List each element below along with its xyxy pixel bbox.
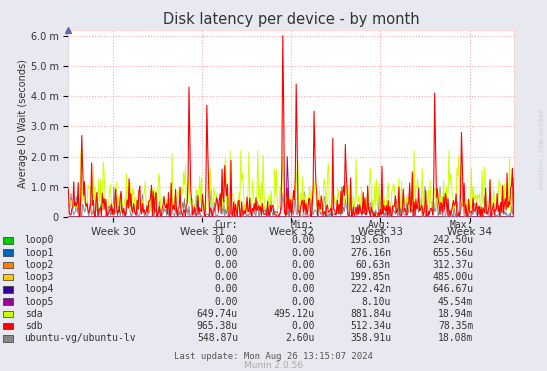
Text: 0.00: 0.00	[291, 285, 315, 294]
Text: 18.94m: 18.94m	[438, 309, 473, 319]
Text: Min:: Min:	[291, 220, 315, 230]
Text: 0.00: 0.00	[214, 272, 238, 282]
Text: 485.00u: 485.00u	[432, 272, 473, 282]
Text: 242.50u: 242.50u	[432, 236, 473, 245]
Text: 8.10u: 8.10u	[362, 297, 391, 306]
Text: 0.00: 0.00	[291, 321, 315, 331]
Text: Last update: Mon Aug 26 13:15:07 2024: Last update: Mon Aug 26 13:15:07 2024	[174, 352, 373, 361]
Text: 0.00: 0.00	[214, 285, 238, 294]
Text: 193.63n: 193.63n	[350, 236, 391, 245]
Text: 655.56u: 655.56u	[432, 248, 473, 257]
Text: 965.38u: 965.38u	[197, 321, 238, 331]
Text: Cur:: Cur:	[214, 220, 238, 230]
Text: 495.12u: 495.12u	[274, 309, 315, 319]
Y-axis label: Average IO Wait (seconds): Average IO Wait (seconds)	[18, 59, 28, 188]
Title: Disk latency per device - by month: Disk latency per device - by month	[163, 12, 420, 27]
Text: 0.00: 0.00	[214, 236, 238, 245]
Text: 0.00: 0.00	[214, 248, 238, 257]
Text: 512.34u: 512.34u	[350, 321, 391, 331]
Text: 646.67u: 646.67u	[432, 285, 473, 294]
Text: 0.00: 0.00	[214, 260, 238, 270]
Text: 0.00: 0.00	[291, 236, 315, 245]
Text: ubuntu-vg/ubuntu-lv: ubuntu-vg/ubuntu-lv	[25, 334, 136, 343]
Text: 0.00: 0.00	[291, 248, 315, 257]
Text: 222.42n: 222.42n	[350, 285, 391, 294]
Text: 358.91u: 358.91u	[350, 334, 391, 343]
Text: Avg:: Avg:	[368, 220, 391, 230]
Text: loop2: loop2	[25, 260, 54, 270]
Text: 0.00: 0.00	[291, 272, 315, 282]
Text: 276.16n: 276.16n	[350, 248, 391, 257]
Text: loop0: loop0	[25, 236, 54, 245]
Text: Max:: Max:	[450, 220, 473, 230]
Text: loop5: loop5	[25, 297, 54, 306]
Text: loop3: loop3	[25, 272, 54, 282]
Text: 881.84u: 881.84u	[350, 309, 391, 319]
Text: 60.63n: 60.63n	[356, 260, 391, 270]
Text: 18.08m: 18.08m	[438, 334, 473, 343]
Text: loop4: loop4	[25, 285, 54, 294]
Text: loop1: loop1	[25, 248, 54, 257]
Text: 45.54m: 45.54m	[438, 297, 473, 306]
Text: 548.87u: 548.87u	[197, 334, 238, 343]
Text: 0.00: 0.00	[291, 260, 315, 270]
Text: 0.00: 0.00	[291, 297, 315, 306]
Text: sdb: sdb	[25, 321, 42, 331]
Text: 649.74u: 649.74u	[197, 309, 238, 319]
Text: 199.85n: 199.85n	[350, 272, 391, 282]
Text: 0.00: 0.00	[214, 297, 238, 306]
Text: Munin 2.0.56: Munin 2.0.56	[244, 361, 303, 370]
Text: 312.37u: 312.37u	[432, 260, 473, 270]
Text: sda: sda	[25, 309, 42, 319]
Text: RRDTOOL / TOBI OETIKER: RRDTOOL / TOBI OETIKER	[539, 108, 544, 189]
Text: 78.35m: 78.35m	[438, 321, 473, 331]
Text: 2.60u: 2.60u	[285, 334, 315, 343]
